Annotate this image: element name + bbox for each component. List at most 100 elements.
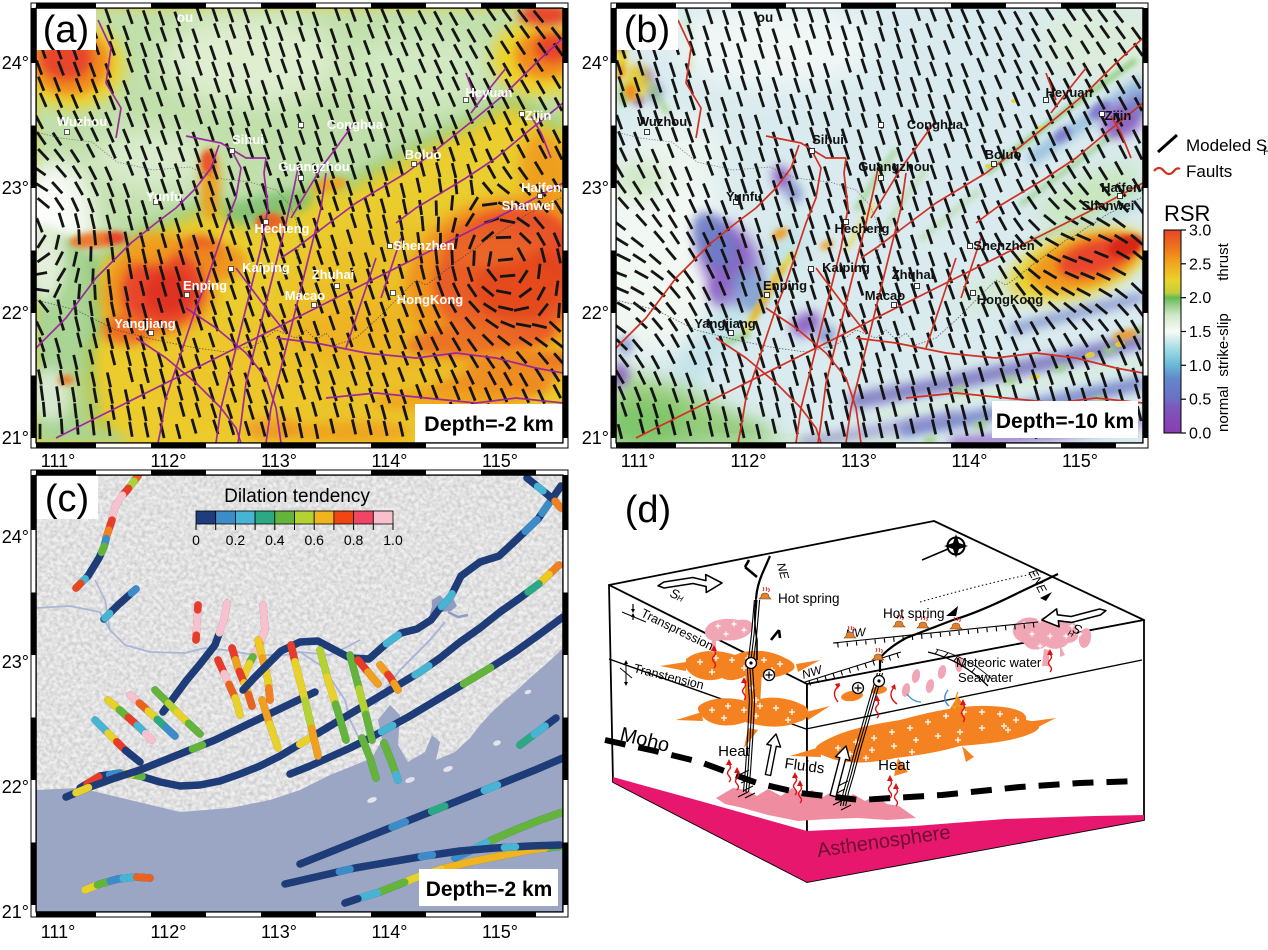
svg-text:Hecheng: Hecheng <box>835 221 890 236</box>
svg-text:115°: 115° <box>1062 451 1098 471</box>
svg-text:Yangjiang: Yangjiang <box>114 316 175 331</box>
svg-text:Wuzhou: Wuzhou <box>637 114 687 129</box>
svg-text:ou: ou <box>177 10 194 25</box>
svg-text:Yangjiang: Yangjiang <box>694 316 755 331</box>
svg-text:Hecheng: Hecheng <box>255 221 310 236</box>
svg-text:Macao: Macao <box>285 288 326 303</box>
svg-text:Zijin: Zijin <box>525 108 552 123</box>
svg-text:115°: 115° <box>482 922 518 942</box>
svg-text:Kaiping: Kaiping <box>242 260 290 275</box>
svg-text:Sihui: Sihui <box>232 132 264 147</box>
svg-text:Hot spring: Hot spring <box>883 606 945 621</box>
svg-text:23°: 23° <box>2 178 29 198</box>
svg-text:HongKong: HongKong <box>977 292 1043 307</box>
svg-text:Depth=-2 km: Depth=-2 km <box>426 878 553 901</box>
svg-text:thrust: thrust <box>1215 242 1232 280</box>
svg-text:114°: 114° <box>372 922 408 942</box>
svg-text:H: H <box>1263 146 1268 158</box>
svg-text:112°: 112° <box>151 451 187 471</box>
svg-text:Zhuhai: Zhuhai <box>312 267 355 282</box>
svg-text:24°: 24° <box>2 53 29 73</box>
svg-text:Heyuan: Heyuan <box>466 85 513 100</box>
svg-text:Guangzhou: Guangzhou <box>278 159 350 174</box>
svg-text:113°: 113° <box>261 922 297 942</box>
svg-text:0.4: 0.4 <box>265 532 285 548</box>
svg-text:(c): (c) <box>45 478 89 520</box>
svg-text:(d): (d) <box>625 489 671 531</box>
svg-text:Sihui: Sihui <box>812 132 844 147</box>
svg-text:Shenzhen: Shenzhen <box>973 238 1034 253</box>
svg-text:24°: 24° <box>2 527 29 547</box>
svg-text:22°: 22° <box>2 303 29 323</box>
svg-text:24°: 24° <box>582 53 609 73</box>
svg-text:Shanwei: Shanwei <box>1082 198 1135 213</box>
svg-text:0.2: 0.2 <box>226 532 246 548</box>
svg-text:Boluo: Boluo <box>405 147 442 162</box>
svg-text:Enping: Enping <box>763 278 807 293</box>
svg-text:114°: 114° <box>372 451 408 471</box>
svg-text:HongKong: HongKong <box>397 292 463 307</box>
svg-text:Kaiping: Kaiping <box>822 260 870 275</box>
svg-text:1.0: 1.0 <box>1189 358 1211 375</box>
svg-text:Boluo: Boluo <box>985 147 1022 162</box>
svg-text:RSR: RSR <box>1164 201 1210 226</box>
svg-text:0.8: 0.8 <box>344 532 364 548</box>
svg-text:Shenzhen: Shenzhen <box>393 238 454 253</box>
svg-text:0: 0 <box>192 532 200 548</box>
svg-text:Enping: Enping <box>183 278 227 293</box>
svg-text:Modeled S: Modeled S <box>1186 136 1267 155</box>
svg-text:normal: normal <box>1215 386 1232 432</box>
svg-text:22°: 22° <box>582 303 609 323</box>
svg-text:Wuzhou: Wuzhou <box>57 114 107 129</box>
svg-text:Seawater: Seawater <box>958 670 1014 685</box>
svg-text:112°: 112° <box>731 451 767 471</box>
svg-text:Shanwei: Shanwei <box>502 198 555 213</box>
svg-text:Zijin: Zijin <box>1105 108 1132 123</box>
svg-text:2.5: 2.5 <box>1189 256 1211 273</box>
svg-text:111°: 111° <box>621 451 656 471</box>
svg-text:H: H <box>1067 628 1076 639</box>
svg-text:Yunfu: Yunfu <box>726 189 762 204</box>
svg-text:115°: 115° <box>482 451 518 471</box>
svg-text:21°: 21° <box>582 428 609 448</box>
svg-text:1.5: 1.5 <box>1189 324 1211 341</box>
svg-text:ou: ou <box>757 10 774 25</box>
svg-text:Heyuan: Heyuan <box>1046 85 1093 100</box>
svg-text:Depth=-2 km: Depth=-2 km <box>424 412 554 436</box>
svg-text:(b): (b) <box>624 9 670 51</box>
svg-text:Haifeng: Haifeng <box>521 180 569 195</box>
svg-text:1.0: 1.0 <box>383 532 403 548</box>
svg-text:(a): (a) <box>43 9 89 51</box>
svg-text:Guangzhou: Guangzhou <box>858 159 930 174</box>
svg-text:0.0: 0.0 <box>1189 426 1211 443</box>
svg-text:Faults: Faults <box>1186 162 1232 181</box>
svg-text:23°: 23° <box>2 652 29 672</box>
svg-text:21°: 21° <box>2 428 29 448</box>
svg-text:H: H <box>676 593 685 604</box>
svg-text:Zhuhai: Zhuhai <box>892 267 935 282</box>
svg-text:Fluids: Fluids <box>783 755 825 777</box>
svg-text:112°: 112° <box>151 922 187 942</box>
svg-text:strike-slip: strike-slip <box>1215 313 1232 376</box>
svg-text:0.6: 0.6 <box>304 532 324 548</box>
svg-text:22°: 22° <box>2 777 29 797</box>
svg-text:Yunfu: Yunfu <box>146 189 182 204</box>
svg-text:Hot spring: Hot spring <box>778 591 840 606</box>
svg-text:2.0: 2.0 <box>1189 290 1211 307</box>
svg-text:Haifeng: Haifeng <box>1101 180 1149 195</box>
svg-text:114°: 114° <box>952 451 988 471</box>
svg-text:Macao: Macao <box>865 288 906 303</box>
svg-text:Meteoric water: Meteoric water <box>956 655 1042 670</box>
svg-text:23°: 23° <box>582 178 609 198</box>
svg-text:111°: 111° <box>41 922 76 942</box>
svg-text:Dilation tendency: Dilation tendency <box>224 486 370 507</box>
svg-text:Heat: Heat <box>878 757 911 774</box>
svg-text:Depth=-10 km: Depth=-10 km <box>996 410 1134 433</box>
svg-text:NE: NE <box>774 561 792 582</box>
svg-text:Conghua: Conghua <box>327 117 384 132</box>
svg-text:21°: 21° <box>2 902 29 922</box>
svg-text:Conghua: Conghua <box>907 117 964 132</box>
svg-text:113°: 113° <box>261 451 297 471</box>
svg-text:3.0: 3.0 <box>1189 223 1211 240</box>
svg-text:Heat: Heat <box>718 743 751 760</box>
